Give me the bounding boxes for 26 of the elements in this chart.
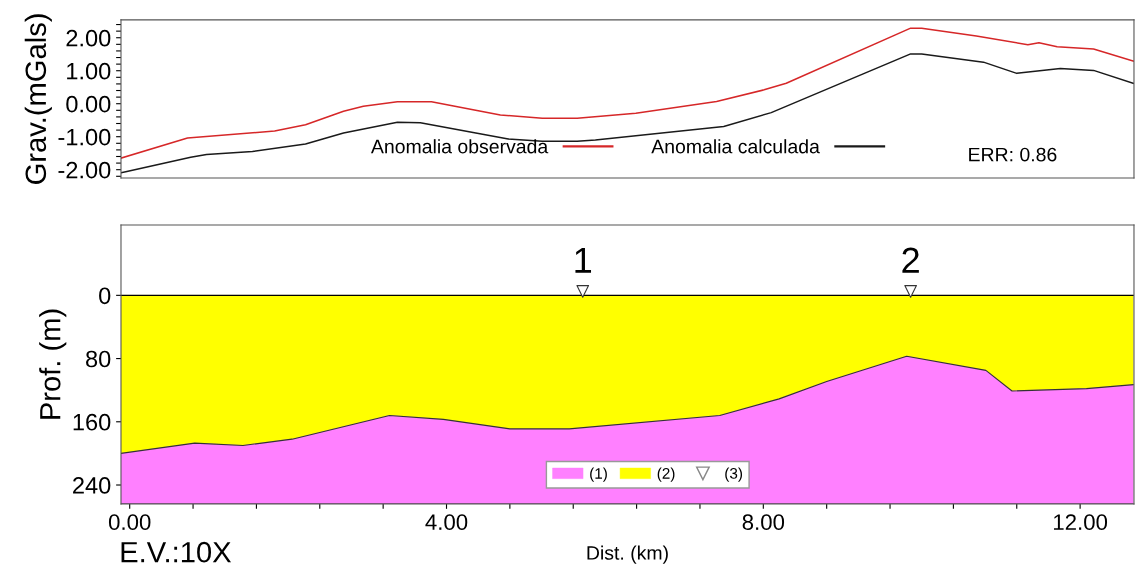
y-tick-label: 2.00 (66, 29, 111, 47)
y-tick-label: -2.00 (58, 161, 111, 179)
legend-label: (2) (657, 467, 675, 482)
x-axis-title: Dist. (km) (587, 545, 668, 564)
y-tick-label: 160 (73, 413, 111, 431)
x-tick-label: 12.00 (1054, 514, 1108, 531)
legend-label: (1) (590, 467, 607, 482)
legend-label: Anomalia calculada (651, 139, 820, 154)
x-tick-label: 0.00 (108, 514, 151, 531)
y-tick-label: 0.00 (66, 95, 111, 113)
y-tick-label: 0 (99, 287, 111, 305)
x-tick-label: 8.00 (742, 514, 785, 531)
x-tick-label: 4.00 (425, 514, 468, 531)
text: E.V.:10X (121, 541, 232, 563)
y-tick-label: 80 (86, 350, 111, 368)
annotation: 1 (575, 247, 592, 273)
y-tick-label: -1.00 (58, 128, 111, 146)
y-tick-label: 240 (73, 477, 111, 494)
y-axis-title: Prof. (m) (39, 309, 67, 419)
line-series (120, 53, 1134, 174)
legend-label: (3) (725, 467, 743, 482)
y-tick-label: 1.00 (67, 62, 111, 80)
annotation: ERR: 0.86 (969, 147, 1057, 162)
y-axis-title: Grav.(mGals) (24, 14, 52, 184)
legend-label: Anomalia observada (370, 139, 549, 154)
annotation: 2 (902, 247, 919, 273)
